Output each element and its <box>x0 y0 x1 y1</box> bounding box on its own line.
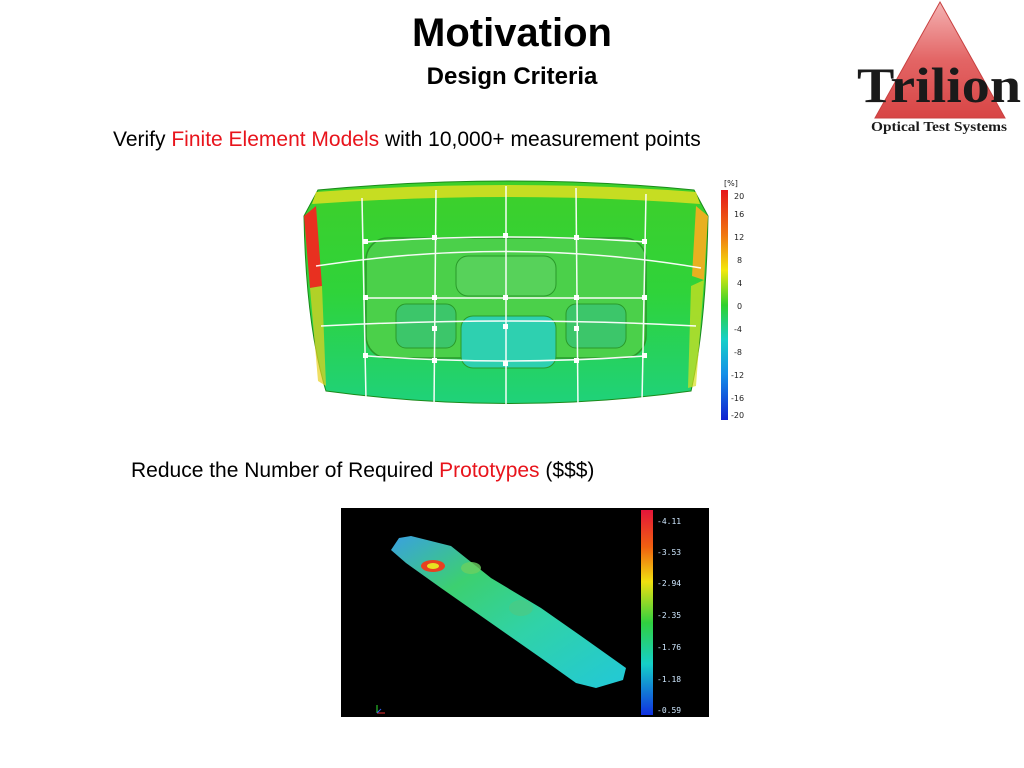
strain-color-scale: [%] 20 16 12 8 4 0 -4 -8 -12 -16 -20 <box>721 179 744 420</box>
deformation-scale-label: -2.35 <box>657 611 681 620</box>
strain-scale-label: 20 <box>734 192 744 201</box>
strain-scale-label: 0 <box>737 302 742 311</box>
deformation-strip <box>391 536 626 688</box>
strain-scale-label: 12 <box>734 233 744 242</box>
logo-wordmark: Trilion <box>857 57 1021 113</box>
deformation-scale-label: -3.53 <box>657 548 681 557</box>
strain-scale-label: -4 <box>734 325 742 334</box>
deformation-map-figure: -4.11 -3.53 -2.94 -2.35 -1.76 -1.18 -0.5… <box>341 508 709 717</box>
strain-scale-unit: [%] <box>724 179 738 188</box>
strain-scale-label: -20 <box>731 411 744 420</box>
deformation-color-scale: -4.11 -3.53 -2.94 -2.35 -1.76 -1.18 -0.5… <box>641 510 681 715</box>
line1-highlight: Finite Element Models <box>171 128 380 151</box>
logo-triangle <box>874 0 1006 119</box>
strain-scale-label: -8 <box>734 348 742 357</box>
prototype-reduction-text: Reduce the Number of Required Prototypes… <box>131 458 594 484</box>
deformation-scale-label: -0.59 <box>657 706 681 715</box>
line2-post: ($$$) <box>539 459 595 482</box>
deformation-scale-label: -2.94 <box>657 579 681 588</box>
logo-tagline: Optical Test Systems <box>871 120 1008 135</box>
deformation-scale-label: -1.18 <box>657 675 681 684</box>
strain-scale-label: -12 <box>731 371 744 380</box>
line2-highlight: Prototypes <box>439 459 540 482</box>
line1-post: with 10,000+ measurement points <box>379 128 701 151</box>
trilion-logo: Trilion Optical Test Systems <box>857 0 1021 135</box>
strain-scale-label: 16 <box>734 210 744 219</box>
fem-verification-text: Verify Finite Element Models with 10,000… <box>113 127 701 153</box>
strain-map-figure: [%] 20 16 12 8 4 0 -4 -8 -12 -16 -20 <box>303 179 744 420</box>
deformation-scale-label: -4.11 <box>657 517 681 526</box>
axis-triad-icon <box>376 705 385 714</box>
line1-pre: Verify <box>113 128 172 151</box>
strain-scale-label: -16 <box>731 394 744 403</box>
deformation-scale-label: -1.76 <box>657 643 681 652</box>
strain-scale-label: 4 <box>737 279 742 288</box>
slide-title: Motivation <box>412 11 612 55</box>
strain-scale-label: 8 <box>737 256 742 265</box>
line2-pre: Reduce the Number of Required <box>131 459 440 482</box>
trunk-lid-panel <box>303 180 709 412</box>
slide-subtitle: Design Criteria <box>426 63 598 90</box>
